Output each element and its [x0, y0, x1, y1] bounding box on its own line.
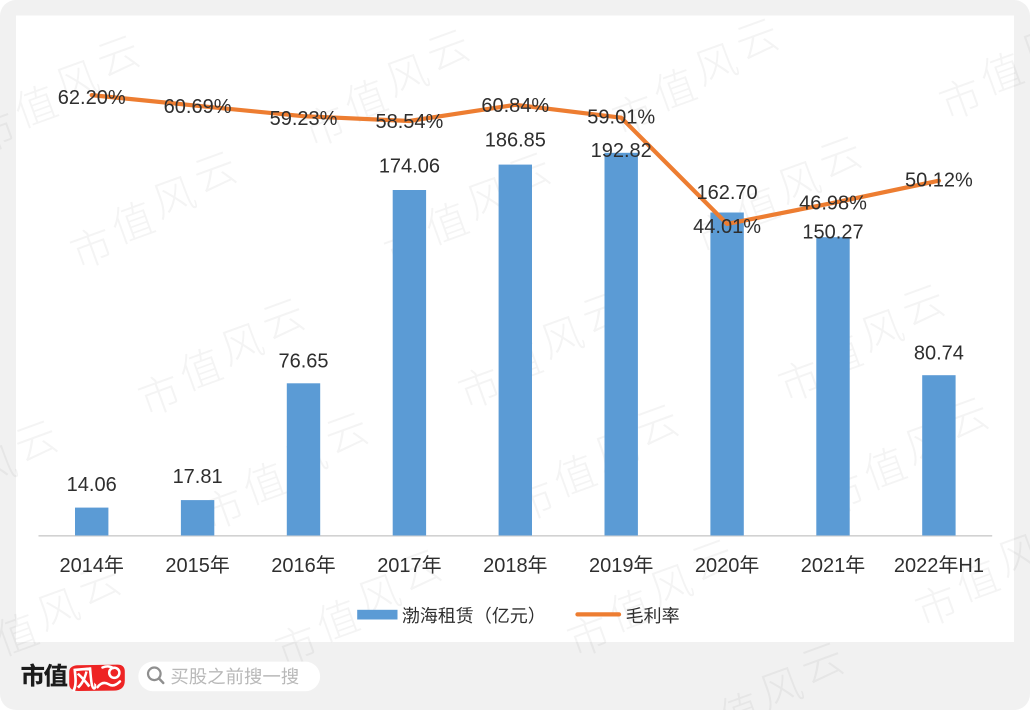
svg-text:2019: 2019	[589, 555, 634, 577]
svg-text:62.20%: 62.20%	[58, 87, 126, 109]
svg-text:14.06: 14.06	[67, 474, 117, 496]
svg-text:2021: 2021	[801, 555, 846, 577]
svg-text:2018: 2018	[483, 555, 527, 577]
svg-text:60.69%: 60.69%	[164, 96, 232, 118]
svg-text:76.65: 76.65	[278, 351, 328, 373]
svg-text:192.82: 192.82	[591, 140, 652, 162]
svg-text:2015: 2015	[165, 555, 210, 577]
svg-text:59.01%: 59.01%	[587, 107, 655, 129]
svg-text:174.06: 174.06	[379, 155, 440, 177]
svg-text:150.27: 150.27	[802, 222, 863, 244]
svg-text:2022: 2022	[894, 555, 939, 577]
svg-text:2014: 2014	[60, 555, 105, 577]
svg-text:2020: 2020	[695, 555, 740, 577]
svg-text:2016: 2016	[271, 555, 316, 577]
svg-text:2017: 2017	[377, 555, 422, 577]
svg-text:44.01%: 44.01%	[693, 216, 761, 238]
svg-text:60.84%: 60.84%	[481, 95, 549, 117]
svg-text:46.98%: 46.98%	[799, 192, 867, 214]
svg-text:50.12%: 50.12%	[905, 169, 973, 191]
svg-text:58.54%: 58.54%	[375, 111, 443, 133]
svg-text:59.23%: 59.23%	[270, 108, 338, 130]
svg-text:80.74: 80.74	[914, 343, 964, 365]
svg-text:17.81: 17.81	[173, 466, 223, 488]
svg-text:186.85: 186.85	[485, 130, 546, 152]
svg-text:H1: H1	[958, 555, 984, 577]
svg-text:162.70: 162.70	[697, 182, 758, 204]
